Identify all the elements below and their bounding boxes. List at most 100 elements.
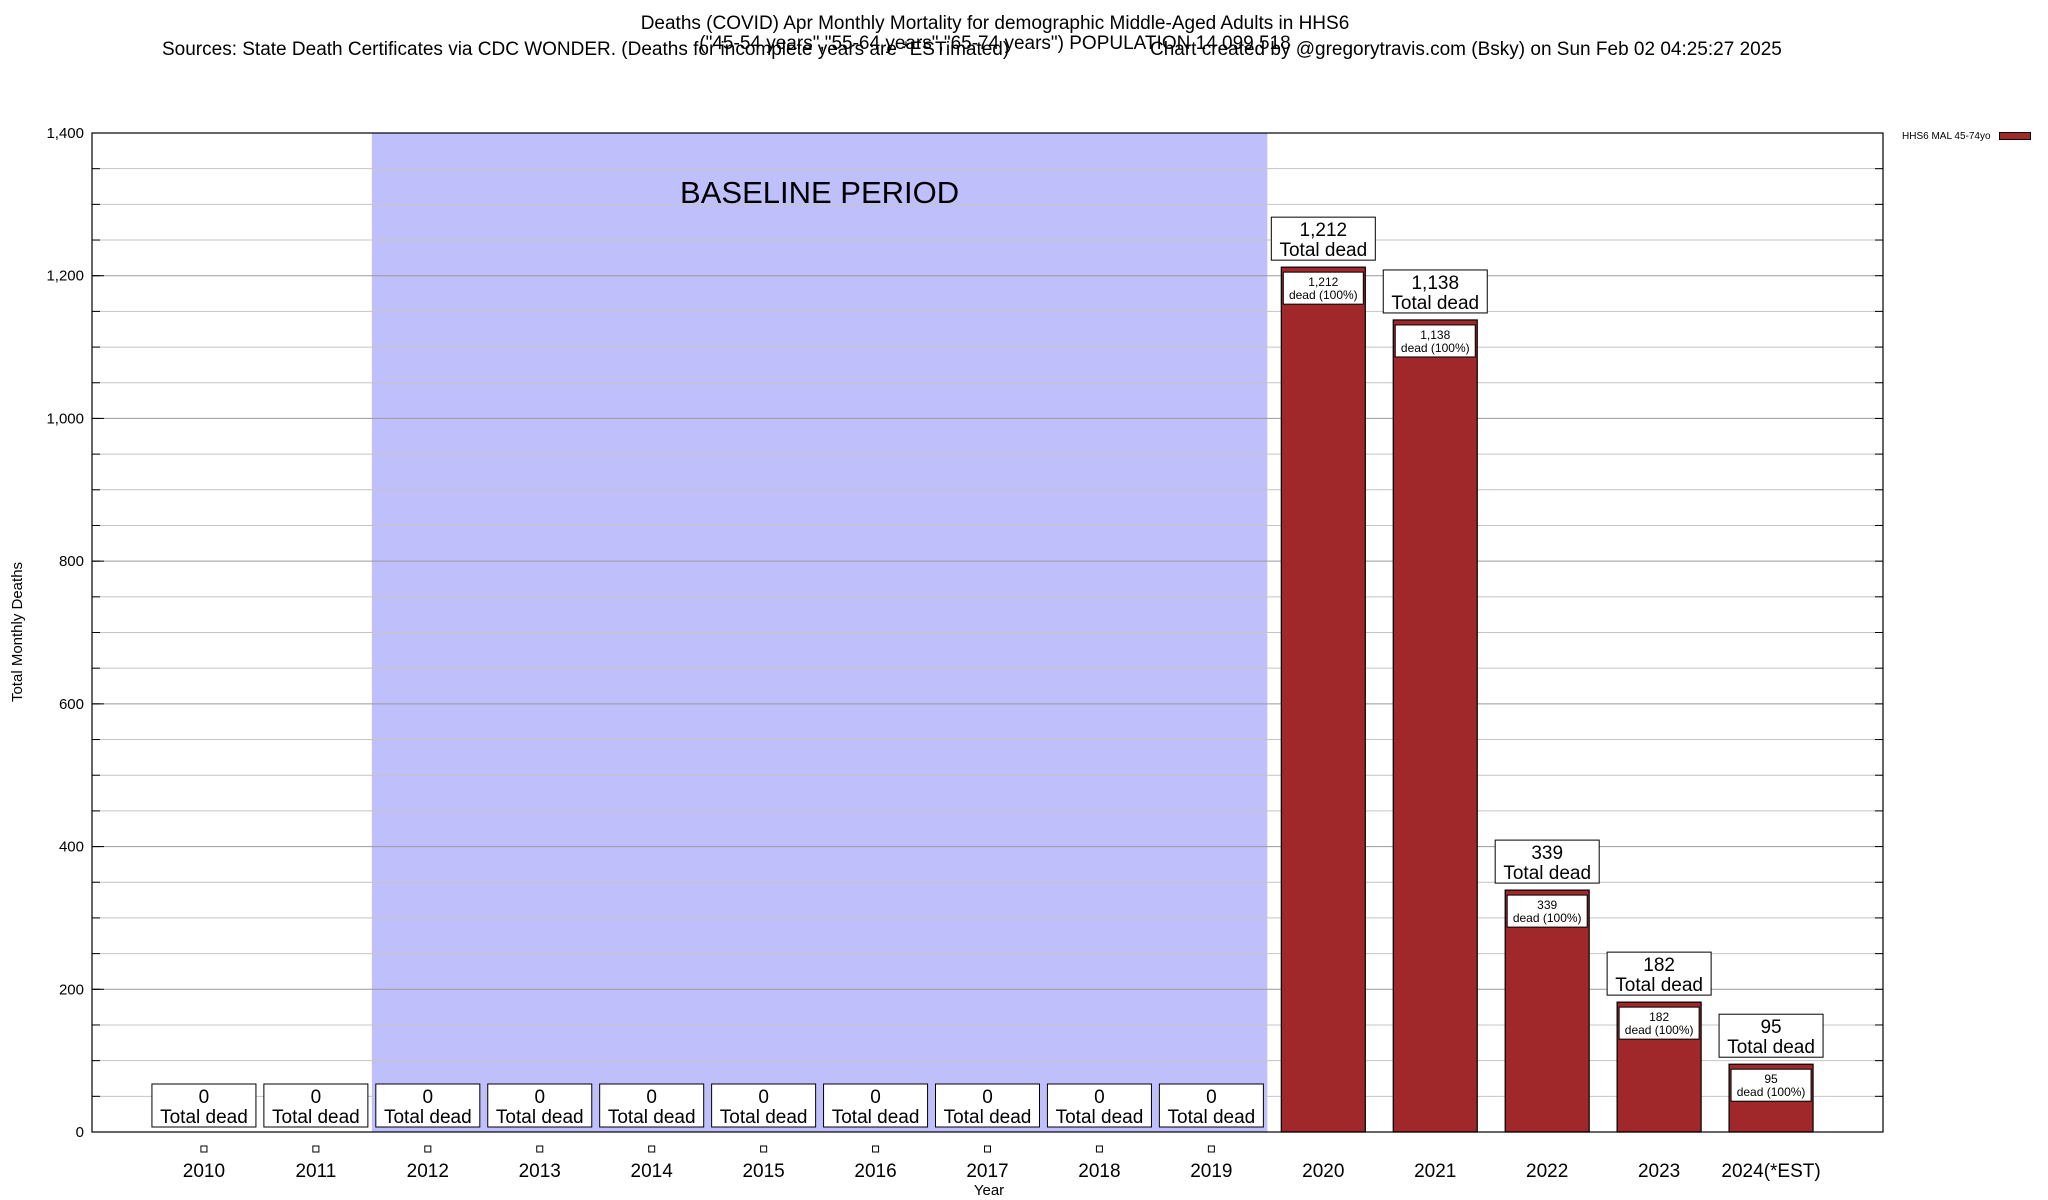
- total-value-label: 0: [534, 1087, 545, 1108]
- total-dead-label: Total dead: [160, 1107, 248, 1128]
- total-value-label: 0: [1094, 1087, 1105, 1108]
- zero-bar-marker: [760, 1145, 768, 1153]
- zero-bar-marker: [1095, 1145, 1103, 1153]
- plot-border: [91, 132, 1884, 1133]
- total-value-label: 0: [870, 1087, 881, 1108]
- total-value-label: 1,212: [1300, 220, 1348, 241]
- y-tick-label: 600: [59, 696, 84, 713]
- y-tick-label: 800: [59, 553, 84, 570]
- x-tick-label: 2015: [742, 1161, 784, 1182]
- total-dead-label: Total dead: [1279, 240, 1367, 261]
- chart-title: Deaths (COVID) Apr Monthly Mortality for…: [640, 13, 1350, 34]
- y-tick-label: 1,000: [46, 410, 84, 427]
- total-label-box: [823, 1083, 929, 1128]
- bar-inner-label: dead (100%): [1737, 1085, 1806, 1099]
- bar-inner-value: 339: [1537, 898, 1557, 912]
- bar-inner-value: 1,138: [1420, 328, 1450, 342]
- bar: [1504, 889, 1590, 1133]
- bar-inner-value: 182: [1649, 1010, 1669, 1024]
- x-tick-label: 2021: [1414, 1161, 1456, 1182]
- total-value-label: 182: [1643, 955, 1675, 976]
- x-tick-label: 2012: [407, 1161, 449, 1182]
- x-tick-label: 2017: [966, 1161, 1008, 1182]
- y-tick-label: 1,400: [46, 125, 84, 142]
- legend-swatch: [1998, 132, 2031, 141]
- zero-bar-marker: [1207, 1145, 1215, 1153]
- total-label-box: [1158, 1083, 1264, 1128]
- total-value-label: 1,138: [1411, 273, 1459, 294]
- total-label-box: [935, 1083, 1040, 1128]
- x-tick-label: 2020: [1302, 1161, 1344, 1182]
- total-label-box: [711, 1083, 817, 1128]
- x-tick-label: 2011: [295, 1161, 336, 1182]
- x-tick-label: 2013: [519, 1161, 561, 1182]
- bar-inner-label-box: [1730, 1068, 1812, 1102]
- x-tick-label: 2016: [854, 1161, 896, 1182]
- x-tick-label: 2022: [1526, 1161, 1568, 1182]
- x-tick-label: 2010: [183, 1161, 225, 1182]
- source-note: Sources: State Death Certificates via CD…: [162, 39, 1010, 60]
- bar-inner-label-box: [1282, 271, 1364, 305]
- total-dead-label: Total dead: [1168, 1107, 1256, 1128]
- total-dead-label: Total dead: [384, 1107, 472, 1128]
- total-dead-label: Total dead: [1727, 1037, 1815, 1058]
- legend: HHS6 MAL 45-74yo: [1902, 131, 2031, 142]
- bar-inner-label: dead (100%): [1289, 288, 1358, 302]
- total-label-box: [1494, 839, 1600, 884]
- total-value-label: 339: [1531, 843, 1563, 864]
- total-dead-label: Total dead: [608, 1107, 696, 1128]
- x-axis-label: Year: [974, 1182, 1004, 1199]
- total-dead-label: Total dead: [272, 1107, 360, 1128]
- bar: [1280, 266, 1366, 1133]
- total-label-box: [1718, 1013, 1824, 1058]
- total-value-label: 0: [758, 1087, 769, 1108]
- chart-subtitle: ("45-54 years","55-64 years","65-74 year…: [699, 33, 1291, 54]
- y-tick-label: 200: [59, 981, 84, 998]
- legend-label: HHS6 MAL 45-74yo: [1902, 131, 1991, 142]
- total-label-box: [151, 1083, 257, 1128]
- x-tick-label: 2019: [1190, 1161, 1232, 1182]
- zero-bar-marker: [312, 1145, 320, 1153]
- bar-inner-value: 1,212: [1308, 275, 1338, 289]
- total-label-box: [263, 1083, 369, 1128]
- bar-inner-label: dead (100%): [1401, 341, 1470, 355]
- zero-bar-marker: [536, 1145, 544, 1153]
- chart-credit: Chart created by @gregorytravis.com (Bsk…: [1150, 39, 1782, 60]
- total-value-label: 0: [423, 1087, 434, 1108]
- total-label-box: [375, 1083, 481, 1128]
- total-label-box: [487, 1083, 593, 1128]
- zero-bar-marker: [424, 1145, 432, 1153]
- bar-inner-label-box: [1618, 1006, 1700, 1040]
- y-tick-label: 1,200: [46, 268, 84, 285]
- total-label-box: [1270, 216, 1376, 261]
- total-value-label: 0: [199, 1087, 210, 1108]
- total-value-label: 0: [646, 1087, 657, 1108]
- x-tick-label: 2023: [1638, 1161, 1680, 1182]
- x-tick-label: 2018: [1078, 1161, 1120, 1182]
- total-dead-label: Total dead: [1056, 1107, 1144, 1128]
- zero-bar-marker: [872, 1145, 880, 1153]
- total-dead-label: Total dead: [944, 1107, 1032, 1128]
- bar-inner-label: dead (100%): [1513, 911, 1582, 925]
- baseline-label: BASELINE PERIOD: [680, 175, 959, 210]
- zero-bar-marker: [200, 1145, 208, 1153]
- zero-bar-marker: [648, 1145, 656, 1153]
- total-dead-label: Total dead: [1615, 975, 1703, 996]
- bar-inner-label: dead (100%): [1625, 1023, 1694, 1037]
- total-dead-label: Total dead: [1503, 863, 1591, 884]
- total-label-box: [1382, 269, 1488, 314]
- total-value-label: 95: [1760, 1017, 1781, 1038]
- x-tick-label: 2024(*EST): [1721, 1161, 1820, 1182]
- bar: [1392, 319, 1478, 1133]
- x-tick-label: 2014: [631, 1161, 674, 1182]
- bar-inner-value: 95: [1764, 1072, 1778, 1086]
- bar-inner-label-box: [1394, 324, 1476, 358]
- total-dead-label: Total dead: [496, 1107, 584, 1128]
- bar-inner-label-box: [1506, 894, 1588, 928]
- total-value-label: 0: [982, 1087, 993, 1108]
- total-dead-label: Total dead: [720, 1107, 808, 1128]
- total-label-box: [599, 1083, 705, 1128]
- total-dead-label: Total dead: [832, 1107, 920, 1128]
- total-value-label: 0: [311, 1087, 322, 1108]
- total-label-box: [1606, 951, 1712, 996]
